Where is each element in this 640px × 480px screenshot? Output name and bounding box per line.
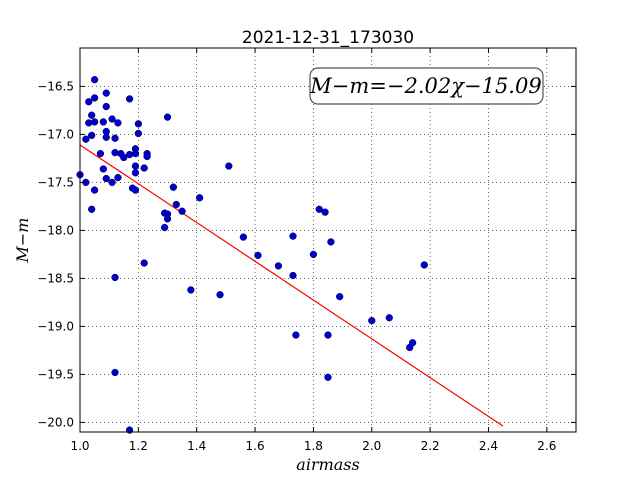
data-point	[102, 89, 110, 97]
data-point	[292, 331, 300, 339]
data-point	[140, 164, 148, 172]
data-point	[368, 316, 376, 325]
x-tick-label: 2.4	[479, 439, 498, 453]
data-point	[187, 286, 195, 294]
data-point	[143, 152, 151, 161]
data-point	[99, 165, 107, 173]
data-point	[114, 173, 122, 182]
fit-line	[79, 144, 504, 427]
data-point	[309, 250, 318, 259]
data-point	[289, 271, 297, 280]
data-point	[90, 118, 99, 126]
data-point	[90, 94, 99, 102]
y-tick-label: −18.5	[37, 271, 74, 285]
data-point	[108, 178, 116, 187]
data-point	[195, 194, 204, 202]
data-point	[96, 149, 105, 158]
data-point	[239, 233, 248, 241]
x-axis-label: airmass	[296, 455, 359, 474]
y-tick-label: −18.0	[37, 223, 74, 237]
data-point	[99, 118, 107, 126]
data-point	[102, 102, 110, 111]
data-point	[160, 223, 169, 232]
data-point	[111, 368, 119, 377]
chart-title: 2021-12-31_173030	[242, 28, 414, 48]
data-point	[88, 111, 96, 119]
fit-annotation: M−m=−2.02χ−15.09	[309, 67, 544, 105]
data-point	[315, 205, 323, 213]
x-tick-label: 1.2	[129, 439, 148, 453]
fit-line-group	[79, 144, 504, 427]
x-tick-label: 2.2	[421, 439, 440, 453]
data-point	[88, 205, 96, 213]
x-tick-labels: 1.0 1.2 1.4 1.6 1.8 2.0 2.2 2.4 2.6	[70, 439, 556, 453]
data-points	[76, 76, 428, 434]
data-point	[114, 119, 122, 127]
y-tick-label: −19.0	[37, 319, 74, 333]
data-point	[111, 273, 119, 282]
data-point	[131, 162, 140, 170]
data-point	[134, 129, 143, 138]
x-tick-label: 1.8	[304, 439, 323, 453]
data-point	[163, 113, 172, 121]
annotation-equation: M−m=−2.02χ−15.09	[309, 74, 541, 98]
data-point	[140, 259, 148, 267]
data-point	[85, 98, 93, 106]
x-tick-label: 1.0	[70, 439, 89, 453]
data-point	[274, 262, 283, 270]
data-point	[111, 134, 119, 142]
data-point	[125, 95, 134, 103]
y-tick-label: −16.5	[37, 79, 74, 93]
data-point	[131, 169, 140, 177]
data-point	[163, 215, 172, 223]
data-point	[324, 373, 332, 381]
data-point	[82, 135, 90, 143]
data-point	[336, 292, 344, 301]
annotation-box	[309, 67, 544, 105]
data-point	[90, 76, 99, 84]
data-point	[178, 207, 186, 215]
data-point	[120, 153, 128, 162]
data-point	[90, 186, 99, 194]
data-point	[131, 186, 140, 194]
data-point	[102, 133, 110, 141]
data-point	[102, 174, 110, 183]
y-tick-label: −20.0	[37, 415, 74, 429]
x-tick-label: 1.4	[187, 439, 206, 453]
data-point	[420, 261, 428, 269]
data-point	[88, 131, 96, 140]
data-point	[216, 291, 224, 299]
x-tick-label: 2.6	[537, 439, 556, 453]
data-point	[172, 200, 180, 209]
x-tick-label: 2.0	[362, 439, 381, 453]
y-tick-label: −17.0	[37, 127, 74, 141]
data-point	[324, 331, 332, 339]
x-tick-label: 1.6	[246, 439, 265, 453]
data-point	[408, 339, 417, 347]
data-point	[254, 251, 262, 260]
data-point	[131, 149, 140, 158]
y-tick-label: −19.5	[37, 367, 74, 381]
data-point	[225, 162, 233, 170]
data-point	[289, 232, 297, 240]
plot-frame	[79, 47, 577, 433]
data-point	[321, 208, 329, 216]
data-point	[385, 314, 393, 322]
data-point	[134, 120, 143, 128]
axis-ticks	[79, 48, 576, 432]
y-tick-labels: −16.5 −17.0 −17.5 −18.0 −18.5 −19.0 −19.5 −20.0	[37, 79, 74, 429]
y-axis-label: M−m	[13, 218, 32, 264]
data-point	[108, 115, 116, 123]
data-point	[169, 183, 178, 191]
data-point	[327, 238, 335, 246]
y-tick-label: −17.5	[37, 175, 74, 189]
